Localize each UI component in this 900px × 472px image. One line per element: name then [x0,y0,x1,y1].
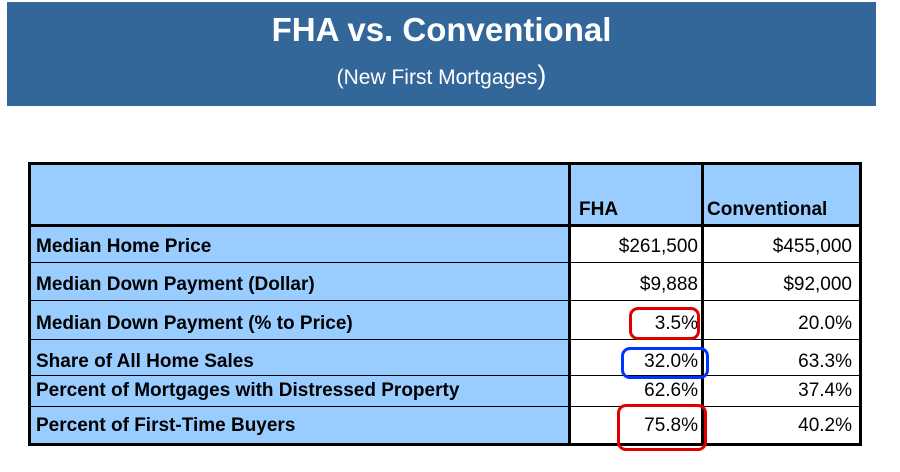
row-label-distressed-property: Percent of Mortgages with Distressed Pro… [36,380,460,401]
subtitle-close-paren: ) [537,60,547,90]
row-label-first-time-buyers: Percent of First-Time Buyers [36,415,296,436]
conventional-median-down-payment-dollar: $92,000 [783,274,852,295]
conventional-value-bg [704,227,859,443]
column-divider [568,165,571,443]
highlight-circle-red [617,404,707,451]
conventional-share-of-home-sales: 63.3% [798,351,852,372]
header-divider [31,224,859,227]
conventional-median-down-payment-percent: 20.0% [798,313,852,334]
column-divider [701,165,704,443]
row-label-median-home-price: Median Home Price [36,236,212,257]
row-label-median-down-payment-percent: Median Down Payment (% to Price) [36,313,353,334]
column-header-conventional: Conventional [707,199,828,220]
row-divider [31,262,859,263]
title-banner: FHA vs. Conventional (New First Mortgage… [7,2,876,106]
subtitle-text: (New First Mortgages [336,66,538,89]
row-divider [31,339,859,340]
comparison-table: FHA Conventional Median Home Price $261,… [28,162,862,451]
page-title: FHA vs. Conventional [271,11,612,48]
row-divider [31,300,859,301]
fha-median-down-payment-percent: 3.5% [654,313,698,334]
fha-first-time-buyers: 75.8% [644,415,698,436]
conventional-median-home-price: $455,000 [772,236,852,257]
page-subtitle: (New First Mortgages) [7,60,876,91]
conventional-distressed-property: 37.4% [798,380,852,401]
row-label-median-down-payment-dollar: Median Down Payment (Dollar) [36,274,315,295]
fha-median-home-price: $261,500 [618,236,698,257]
conventional-first-time-buyers: 40.2% [798,415,852,436]
highlight-circle-red [629,307,700,340]
fha-share-of-home-sales: 32.0% [644,351,698,372]
row-divider [31,406,859,407]
fha-distressed-property: 62.6% [644,380,698,401]
row-divider [31,375,859,376]
fha-median-down-payment-dollar: $9,888 [639,274,698,295]
column-header-fha: FHA [579,199,619,220]
highlight-circle-blue [621,347,709,379]
row-label-share-of-home-sales: Share of All Home Sales [36,351,254,372]
